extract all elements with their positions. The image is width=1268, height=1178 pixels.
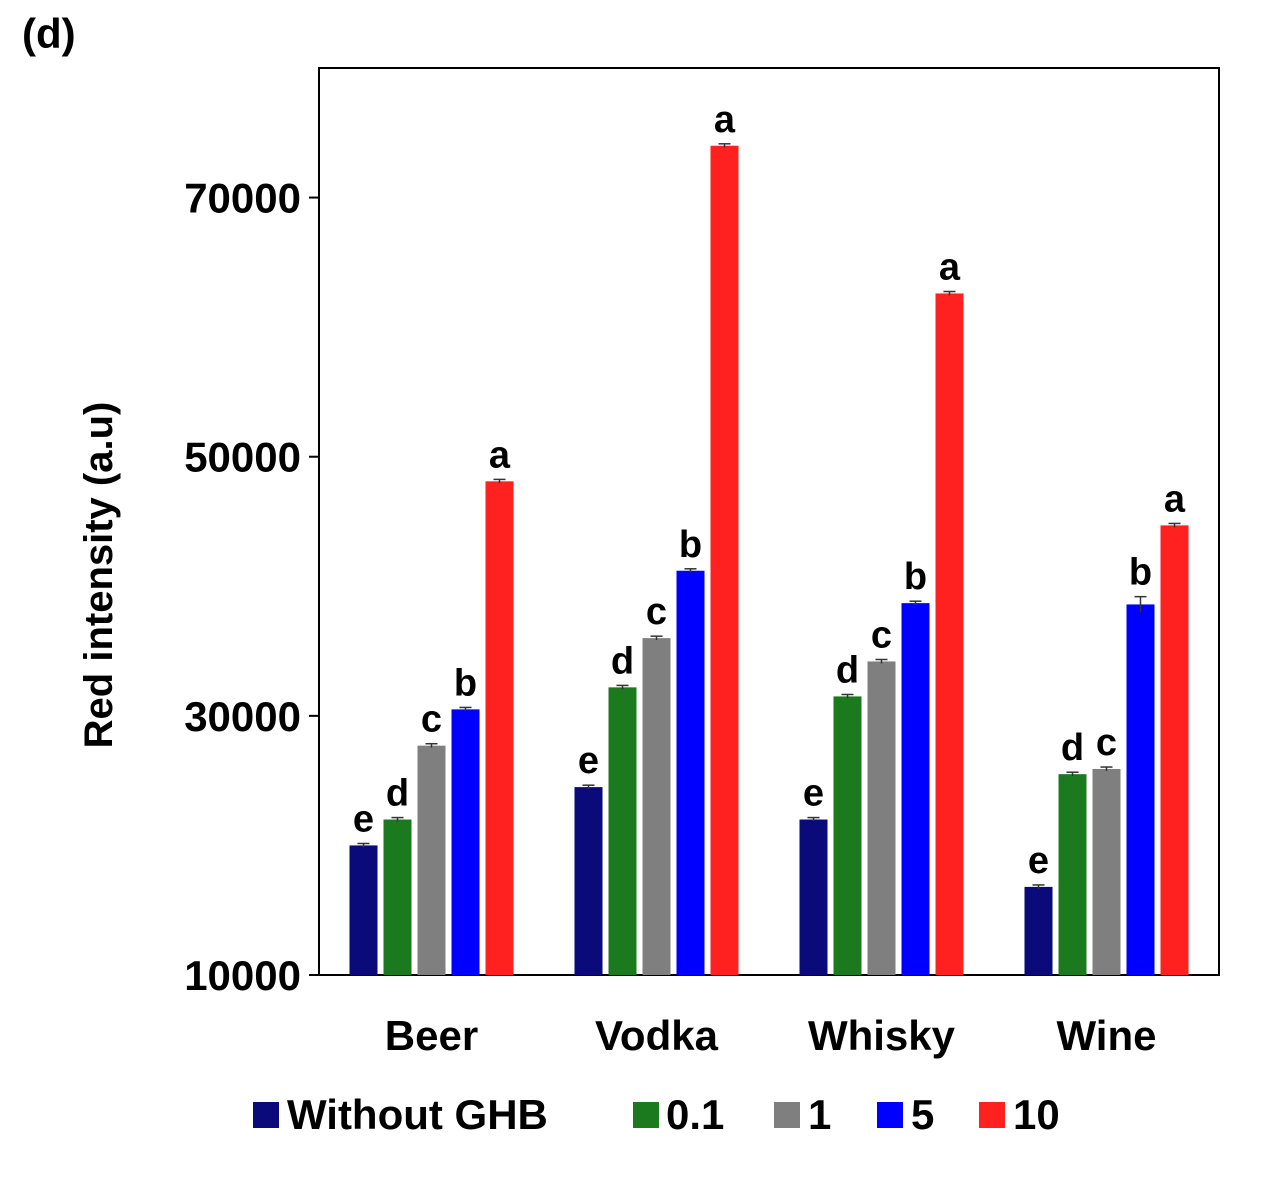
legend-swatch <box>979 1102 1005 1128</box>
significance-letter: b <box>904 556 927 598</box>
bar <box>642 638 671 975</box>
legend-swatch <box>877 1102 903 1128</box>
legend-label: Without GHB <box>287 1091 548 1138</box>
bar <box>833 696 862 975</box>
significance-letter: c <box>421 699 442 741</box>
significance-letter: a <box>1164 478 1186 520</box>
y-axis: 10000 30000 50000 70000 <box>184 175 319 999</box>
legend-swatch <box>633 1102 659 1128</box>
bar <box>935 293 964 975</box>
significance-letter: e <box>353 798 374 840</box>
legend-swatch <box>774 1102 800 1128</box>
significance-letter: c <box>1096 722 1117 764</box>
significance-letter: b <box>679 524 702 566</box>
significance-letter: d <box>1061 727 1084 769</box>
significance-letter: a <box>489 434 511 476</box>
significance-letter: d <box>611 640 634 682</box>
bar <box>1092 768 1121 975</box>
significance-letter: e <box>578 740 599 782</box>
y-tick-label: 50000 <box>184 434 301 481</box>
bar <box>574 787 603 975</box>
category-label: Wine <box>1057 1012 1157 1059</box>
plot-frame <box>318 67 1220 976</box>
bar <box>1058 774 1087 975</box>
significance-letter: c <box>646 591 667 633</box>
bar <box>867 661 896 975</box>
bar <box>1160 525 1189 975</box>
legend-label: 5 <box>911 1091 934 1138</box>
bar <box>451 709 480 975</box>
significance-letter: a <box>714 99 736 141</box>
bar <box>383 819 412 975</box>
legend-label: 10 <box>1013 1091 1060 1138</box>
legend-label: 1 <box>808 1091 831 1138</box>
y-axis-title: Red intensity (a.u) <box>77 402 121 749</box>
bar <box>608 687 637 975</box>
bar <box>901 603 930 975</box>
panel-label: (d) <box>22 10 76 57</box>
y-tick-label: 10000 <box>184 952 301 999</box>
bar <box>799 819 828 975</box>
significance-letter: d <box>386 773 409 815</box>
plot-frame-border <box>318 67 1220 976</box>
category-label: Beer <box>385 1012 478 1059</box>
bar <box>485 481 514 975</box>
bar <box>417 745 446 975</box>
bar <box>349 845 378 975</box>
significance-letter: b <box>454 662 477 704</box>
significance-letter: c <box>871 614 892 656</box>
significance-letter: e <box>803 773 824 815</box>
significance-letter: e <box>1028 840 1049 882</box>
significance-letter: d <box>836 649 859 691</box>
x-axis: Beer Vodka Whisky Wine <box>385 1012 1157 1059</box>
bar <box>1126 604 1155 975</box>
y-tick-label: 30000 <box>184 693 301 740</box>
y-tick-label: 70000 <box>184 175 301 222</box>
significance-letter: a <box>939 247 961 289</box>
bar <box>710 145 739 975</box>
bar <box>1024 886 1053 975</box>
legend-swatch <box>253 1102 279 1128</box>
significance-letter: b <box>1129 552 1152 594</box>
category-label: Vodka <box>595 1012 719 1059</box>
legend-label: 0.1 <box>666 1091 724 1138</box>
category-label: Whisky <box>808 1012 956 1059</box>
legend: Without GHB 0.1 1 5 10 <box>253 1091 1060 1138</box>
bar <box>676 570 705 975</box>
